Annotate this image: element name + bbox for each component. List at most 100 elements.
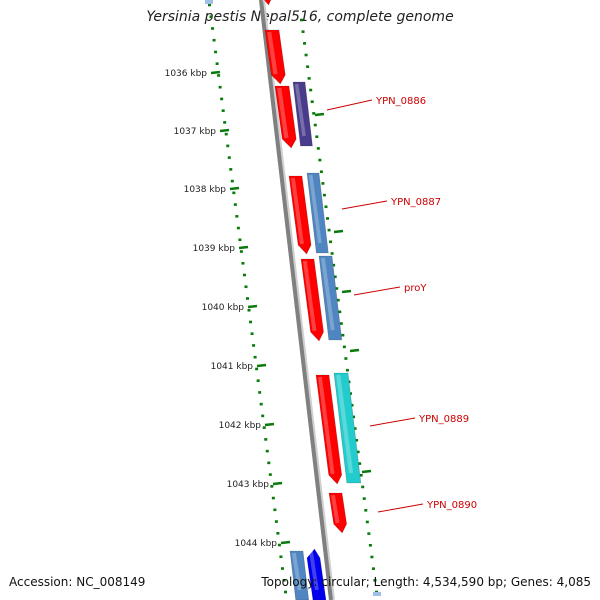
gene-label: proY <box>404 283 427 294</box>
scale-tick <box>250 332 254 336</box>
scale-tick <box>244 285 248 289</box>
gene-leader-line <box>353 286 401 296</box>
scale-tick <box>336 298 340 302</box>
scale-tick <box>249 320 253 324</box>
scale-tick <box>282 578 286 582</box>
scale-tick <box>256 379 260 382</box>
scale-tick <box>350 403 354 407</box>
scale-label: 1044 kbp <box>235 539 278 549</box>
scale-tick <box>271 496 275 500</box>
scale-tick <box>319 170 323 174</box>
scale-tick <box>232 191 236 195</box>
gene-arrow-blue <box>289 550 310 600</box>
major-tick <box>238 245 249 250</box>
scale-tick <box>364 508 368 512</box>
scale-tick <box>274 520 278 523</box>
scale-tick <box>226 144 230 148</box>
major-tick <box>210 70 221 75</box>
scale-tick <box>316 147 320 150</box>
gene-arrow-red-shade <box>261 0 266 3</box>
scale-tick <box>321 182 325 185</box>
scale-tick <box>365 520 369 524</box>
scale-tick <box>247 308 251 312</box>
scale-tick <box>313 123 317 127</box>
scale-tick <box>212 38 216 42</box>
scale-labels: 1036 kbp 1037 kbp 1038 kbp 1039 kbp 1040 kbp… <box>165 69 372 549</box>
feature-sliver <box>205 0 213 4</box>
scale-tick <box>230 179 234 183</box>
gene-arrow-red-shade <box>267 31 278 75</box>
scale-tick <box>224 132 228 136</box>
gene-arrow-red-shade <box>317 376 335 475</box>
scale-tick <box>370 555 374 559</box>
scale-tick <box>306 65 310 68</box>
scale-tick <box>235 215 239 218</box>
scale-tick <box>362 497 366 500</box>
gene-arrow-blue <box>306 172 329 254</box>
scale-tick <box>277 543 281 547</box>
gene-arrow-blue <box>318 255 343 341</box>
gene-arrow-red-shade <box>330 494 340 524</box>
gene-arrow-red <box>259 0 273 6</box>
scale-tick <box>217 74 221 77</box>
scale-tick <box>344 357 348 360</box>
scale-tick <box>276 532 280 535</box>
scale-tick <box>215 62 219 65</box>
accession-label: Accession: NC_008149 <box>9 575 146 589</box>
gene-label: YPN_0886 <box>375 96 426 107</box>
scale-tick <box>239 250 243 253</box>
scale-tick <box>229 168 233 171</box>
genome-title: Yersinia pestis Nepal516, complete genom… <box>146 9 454 25</box>
scale-tick <box>307 77 311 80</box>
scale-tick <box>348 392 352 395</box>
scale-tick <box>310 100 314 104</box>
scale-tick-track-left <box>208 3 287 594</box>
scale-tick <box>258 391 262 394</box>
scale-tick <box>246 297 249 300</box>
scale-label: 1043 kbp <box>227 480 270 490</box>
gene-arrow-bright-blue-shade <box>308 550 319 591</box>
scale-tick <box>253 355 257 359</box>
scale-tick <box>371 567 375 570</box>
feature-track <box>205 0 381 600</box>
gene-leader-line <box>326 99 373 111</box>
scale-tick <box>330 252 334 255</box>
scale-tick <box>303 42 307 45</box>
major-tick <box>280 540 291 545</box>
gene-arrow-cyan <box>333 372 362 484</box>
gene-label: YPN_0890 <box>426 500 477 511</box>
scale-tick <box>333 275 337 279</box>
major-tick <box>333 229 344 234</box>
gene-arrow-red-shade <box>290 177 304 245</box>
scale-tick <box>322 193 326 197</box>
scale-tick <box>356 450 360 454</box>
scale-tick <box>280 567 284 570</box>
scale-tick <box>327 228 331 232</box>
scale-tick <box>341 333 345 337</box>
scale-label: 1039 kbp <box>193 244 236 254</box>
backbone-line <box>259 0 333 600</box>
major-tick <box>349 348 360 353</box>
scale-tick <box>242 273 246 277</box>
gene-label: YPN_0889 <box>418 414 469 425</box>
scale-tick <box>368 544 372 547</box>
gene-arrow-red-shade <box>302 260 317 332</box>
scale-tick <box>312 112 316 115</box>
scale-tick <box>304 53 308 57</box>
scale-tick <box>367 532 371 535</box>
scale-tick <box>309 88 313 92</box>
scale-tick <box>267 461 271 465</box>
gene-arrow-red <box>274 85 297 149</box>
major-tick <box>219 128 230 133</box>
scale-tick <box>329 240 333 244</box>
scale-label: 1036 kbp <box>165 69 208 79</box>
major-tick <box>341 289 352 294</box>
scale-label: 1040 kbp <box>202 303 245 313</box>
scale-tick <box>214 50 218 54</box>
major-tick <box>264 422 275 427</box>
scale-tick-track-right <box>300 18 378 594</box>
scale-tick <box>373 579 377 582</box>
scale-tick <box>284 590 287 594</box>
